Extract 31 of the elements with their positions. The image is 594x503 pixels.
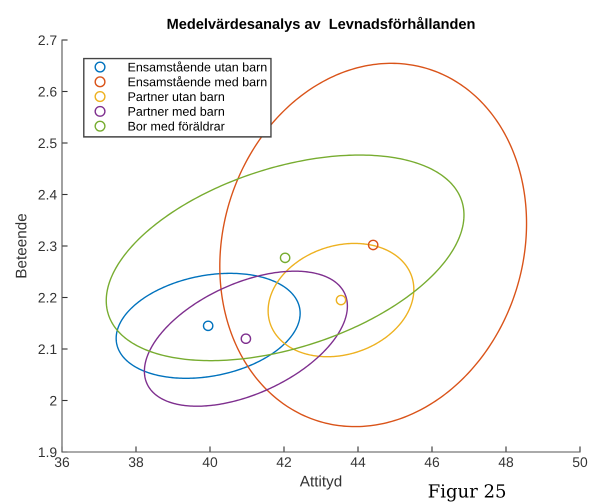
y-tick-label: 1.9 [38,447,56,458]
y-tick-label: 2.5 [38,138,57,148]
legend-label: Bor med föräldrar [128,121,225,131]
y-tick-label: 2.6 [38,86,57,97]
x-tick-label: 50 [572,457,588,468]
point [336,294,346,306]
x-tick-label: 46 [424,457,440,468]
x-tick-label: 36 [54,457,70,468]
x-tick-label: 42 [276,457,292,467]
y-tick-label: 2.4 [38,190,57,200]
y-tick-label: 2 [50,396,56,406]
chart-title: Medelvärdesanalys av Levnadsförhållanden [168,16,475,32]
x-tick-label: 44 [350,457,366,467]
legend-label: Ensamstående med barn [128,76,266,86]
point [280,252,290,264]
x-tick-label: 38 [128,457,144,468]
y-tick-label: 2.7 [38,35,56,46]
legend-label: Partner utan barn [128,92,224,102]
x-tick-label: 40 [202,457,218,468]
legend-label: Ensamstående utan barn [128,61,266,72]
y-tick-label: 2.1 [38,344,56,354]
legend-label: Partner med barn [128,106,224,116]
x-tick-label: 48 [498,457,514,468]
point [240,333,252,344]
point [202,320,214,332]
x-axis-title: Attityd [300,475,342,490]
text: Figur 25 [428,484,506,502]
y-tick-label: 2.2 [38,292,56,303]
y-axis-title: Beteende [15,214,26,278]
point [368,240,379,250]
y-tick-label: 2.3 [38,241,57,252]
